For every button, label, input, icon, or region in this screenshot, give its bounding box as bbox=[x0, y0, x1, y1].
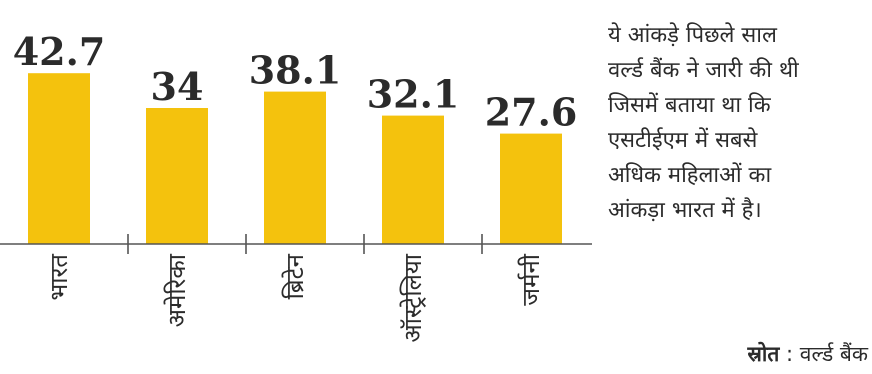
value-label: 34 bbox=[151, 64, 204, 109]
source-credit: स्रोत : वर्ल्ड बैंक bbox=[748, 340, 868, 368]
x-axis-ticks bbox=[127, 234, 483, 254]
source-key: स्रोत bbox=[747, 342, 780, 366]
bar bbox=[264, 91, 326, 244]
category-label: जर्मनी bbox=[517, 253, 545, 305]
bar bbox=[146, 108, 208, 244]
note-line: जिसमें बताया था कि bbox=[608, 93, 771, 118]
source-value: वर्ल्ड बैंक bbox=[799, 342, 868, 366]
category-label: ऑस्ट्रेलिया bbox=[399, 253, 427, 342]
bars-group bbox=[28, 73, 562, 244]
value-labels-group: 42.7 34 38.1 32.1 27.6 bbox=[13, 29, 578, 134]
category-label: भारत bbox=[45, 253, 73, 301]
bar bbox=[382, 115, 444, 244]
note-line: अधिक महिलाओं का bbox=[608, 163, 772, 188]
value-label: 27.6 bbox=[485, 90, 578, 135]
note-line: एसटीईएम में सबसे bbox=[608, 128, 758, 153]
note-line: वर्ल्ड बैंक ने जारी की थी bbox=[608, 58, 799, 83]
bar-chart: 42.7 34 38.1 32.1 27.6 भारत अमेरिका ब्रिटेन ऑस्… bbox=[0, 29, 592, 343]
value-label: 42.7 bbox=[13, 29, 106, 74]
source-separator: : bbox=[779, 342, 800, 366]
note-line: आंकड़ा भारत में है। bbox=[608, 198, 762, 223]
value-label: 38.1 bbox=[249, 48, 342, 93]
bar bbox=[28, 73, 90, 244]
category-label: अमेरिका bbox=[163, 253, 191, 327]
note-text: ये आंकड़े पिछले साल वर्ल्ड बैंक ने जारी … bbox=[608, 18, 870, 228]
value-label: 32.1 bbox=[367, 72, 460, 117]
category-label: ब्रिटेन bbox=[281, 253, 309, 299]
note-line: ये आंकड़े पिछले साल bbox=[608, 23, 777, 48]
category-labels-group: भारत अमेरिका ब्रिटेन ऑस्ट्रेलिया जर्मनी bbox=[45, 253, 545, 343]
bar bbox=[500, 133, 562, 244]
